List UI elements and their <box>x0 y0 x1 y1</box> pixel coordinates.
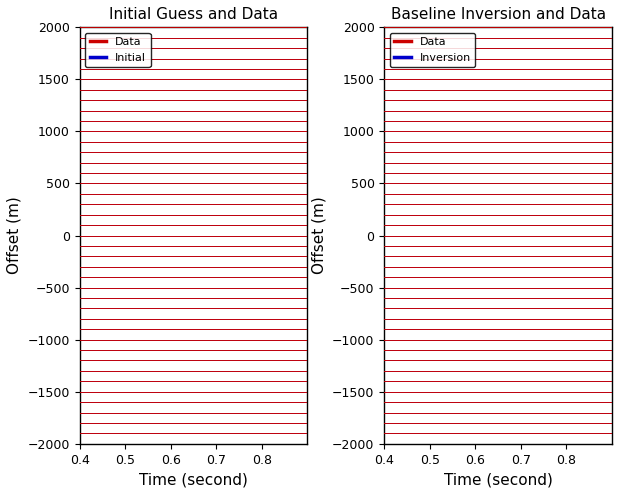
Legend: Data, Initial: Data, Initial <box>85 33 150 67</box>
Y-axis label: Offset (m): Offset (m) <box>311 197 327 274</box>
Title: Initial Guess and Data: Initial Guess and Data <box>109 7 278 22</box>
Y-axis label: Offset (m): Offset (m) <box>7 197 22 274</box>
Title: Baseline Inversion and Data: Baseline Inversion and Data <box>391 7 606 22</box>
X-axis label: Time (second): Time (second) <box>139 472 248 487</box>
X-axis label: Time (second): Time (second) <box>444 472 553 487</box>
Legend: Data, Inversion: Data, Inversion <box>390 33 475 67</box>
